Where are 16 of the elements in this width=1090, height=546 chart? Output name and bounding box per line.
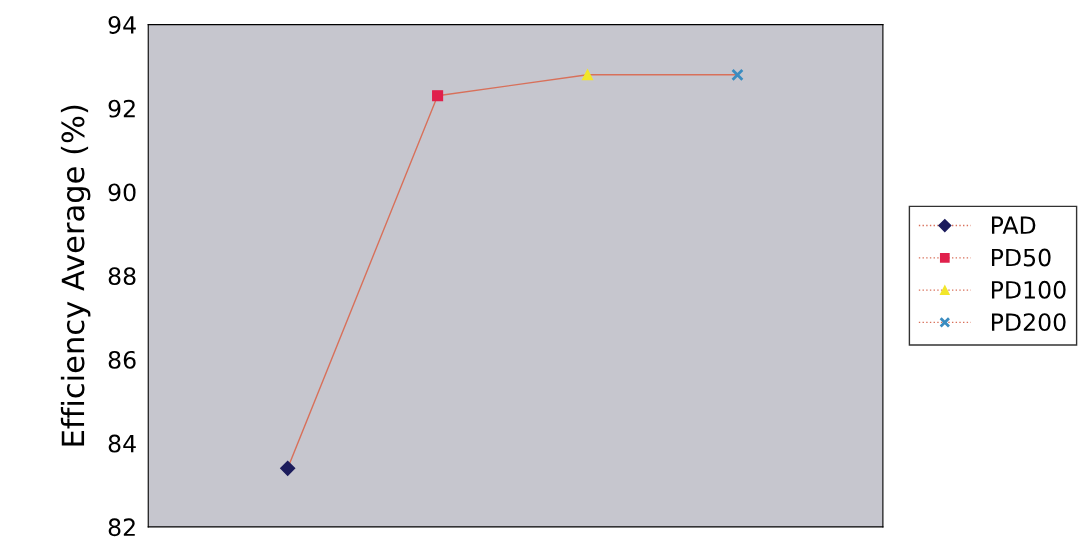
legend-label: PD200 xyxy=(991,313,1066,332)
point xyxy=(432,90,444,102)
y-tick-label: 84 xyxy=(108,434,136,453)
legend-label: PD50 xyxy=(991,248,1051,267)
y-tick-label: 94 xyxy=(108,16,136,34)
y-tick-label: 88 xyxy=(108,267,136,286)
point xyxy=(581,69,594,81)
y-tick-label: 90 xyxy=(108,183,136,202)
point xyxy=(731,68,744,82)
legend-label: PD100 xyxy=(991,280,1066,299)
y-tick-label: 82 xyxy=(108,518,135,537)
point xyxy=(280,460,296,476)
legend-label: PAD xyxy=(991,216,1036,234)
y-tick-label: 86 xyxy=(108,350,136,369)
y-axis-title: Efficiency Average (%) xyxy=(60,105,91,446)
y-tick-label: 92 xyxy=(108,99,135,118)
